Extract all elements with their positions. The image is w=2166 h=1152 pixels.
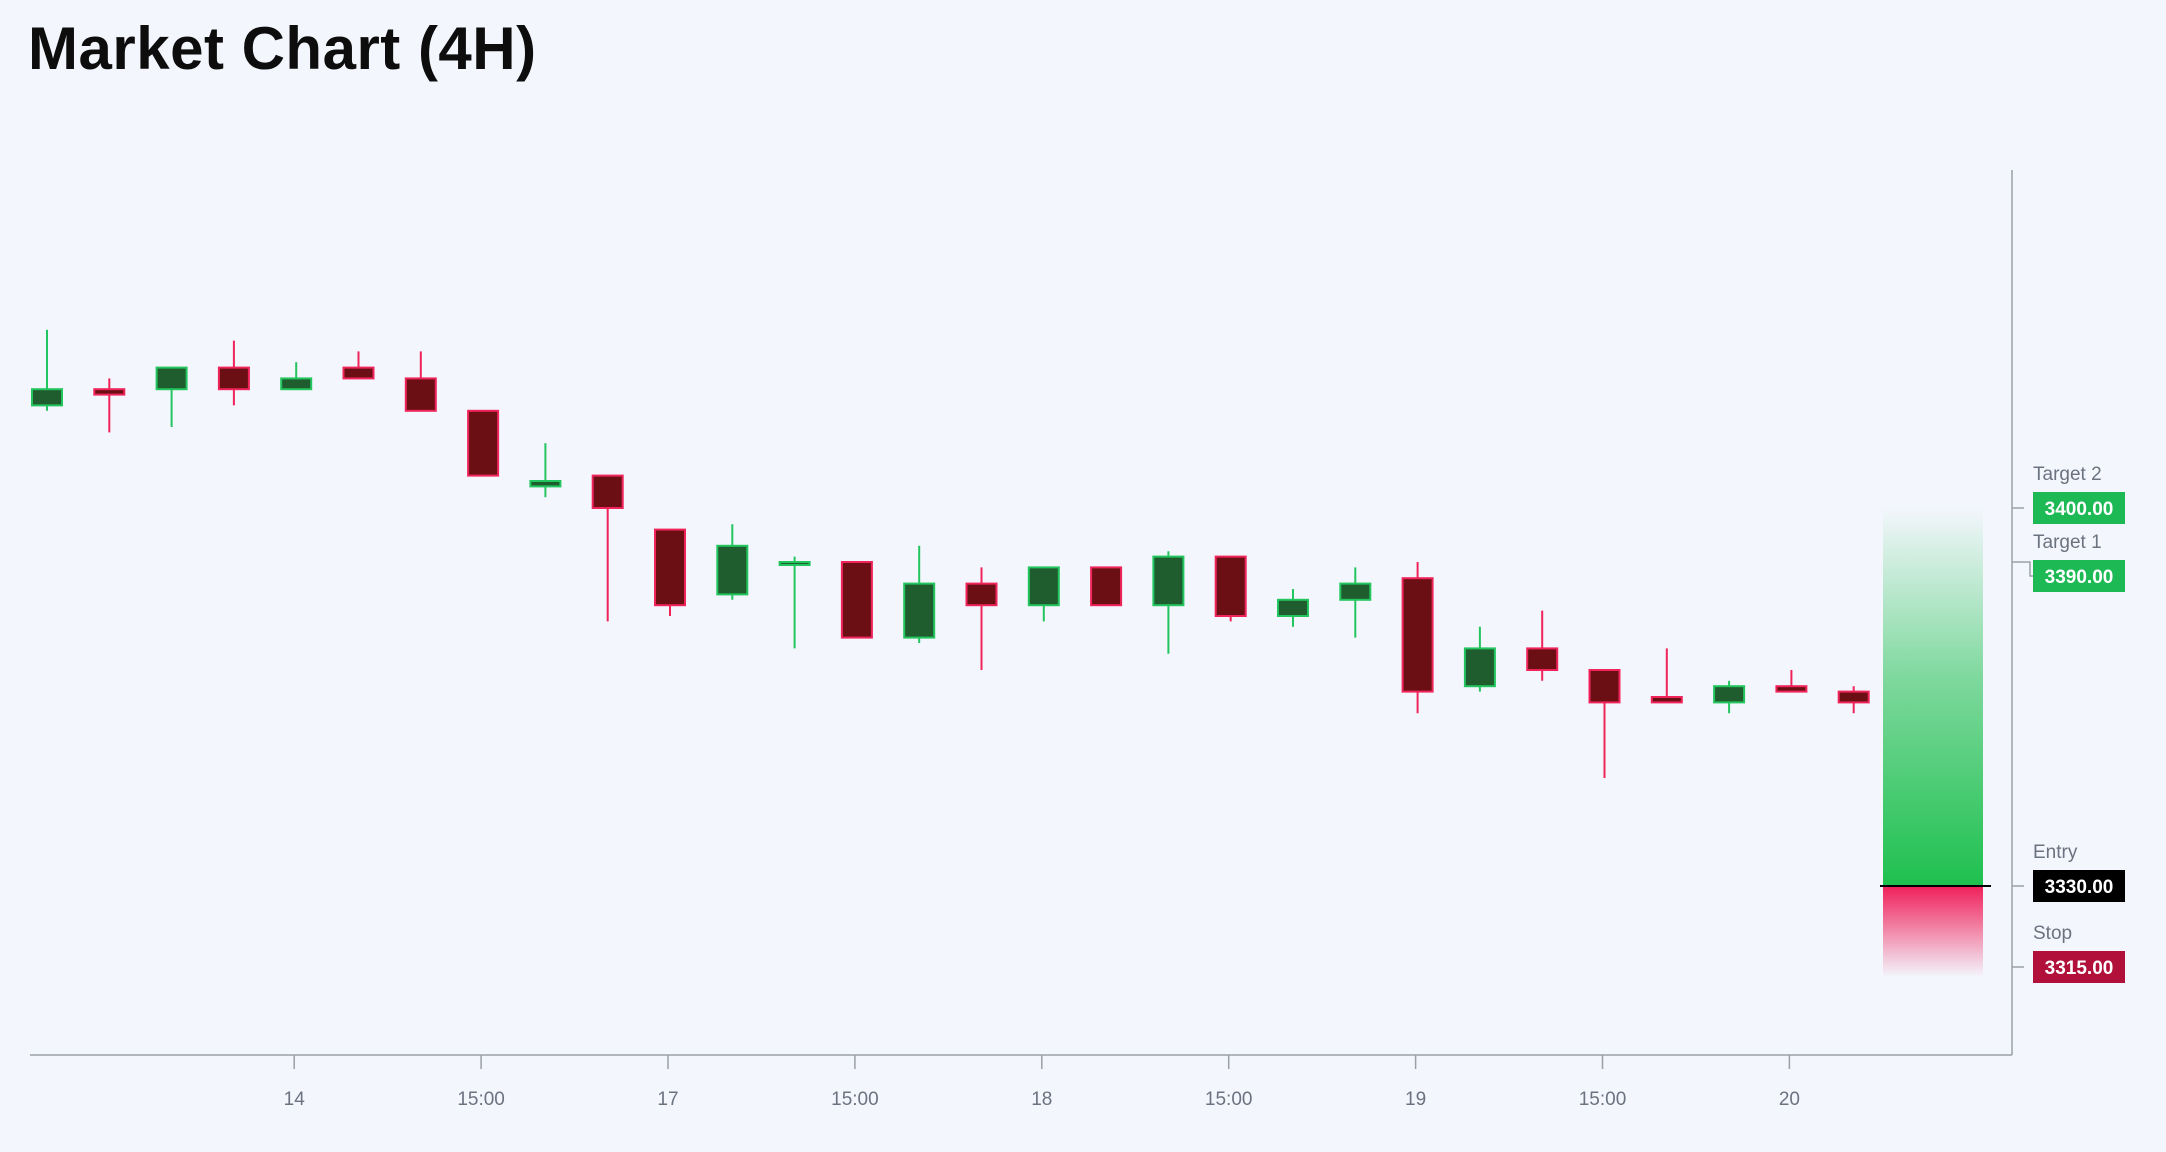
price-level-target-2: Target 2 3400.00: [2012, 464, 2125, 524]
candle: [280, 362, 313, 391]
candle: [654, 528, 686, 616]
level-value: 3390.00: [2045, 567, 2114, 588]
candle: [1526, 610, 1559, 681]
candle-body: [529, 480, 562, 488]
candles: [31, 329, 1870, 778]
level-badge: [2033, 560, 2125, 592]
risk-reward-zones: [1880, 508, 1991, 977]
candle: [1277, 589, 1309, 627]
candle-body: [716, 544, 749, 596]
x-axis-ticks: 14 15:00 17 15:00 18 15:00 19 15:00 20: [284, 1055, 1800, 1110]
candle: [1837, 686, 1870, 714]
candle-body: [591, 474, 624, 510]
candle-body: [1526, 647, 1559, 672]
candle: [591, 474, 624, 622]
candle-body: [280, 377, 313, 391]
price-levels: Target 2 3400.00 Target 1 3390.00 Entry 3330.…: [2012, 464, 2125, 983]
profit-zone: [1883, 508, 1983, 886]
chart-title: Market Chart (4H): [28, 15, 537, 82]
candle-body: [1277, 598, 1309, 617]
x-tick-label: 15:00: [457, 1089, 505, 1110]
candle-body: [1463, 647, 1496, 688]
candle-body: [1588, 669, 1621, 704]
level-caption: Entry: [2033, 842, 2078, 863]
level-badge: [2033, 492, 2125, 524]
candle: [840, 561, 873, 639]
candle: [1339, 567, 1372, 638]
level-value: 3400.00: [2045, 499, 2114, 520]
candle-body: [1401, 577, 1434, 693]
candle: [1401, 562, 1434, 714]
candle: [1775, 670, 1808, 693]
candle-body: [778, 561, 811, 566]
candle-body: [93, 388, 126, 396]
candle: [1463, 626, 1496, 692]
x-tick-label: 15:00: [831, 1089, 879, 1110]
candle: [1214, 555, 1247, 622]
x-tick-label: 15:00: [1205, 1089, 1253, 1110]
candle-body: [1650, 696, 1683, 704]
x-tick-label: 18: [1031, 1089, 1052, 1110]
candle: [155, 366, 188, 427]
loss-zone: [1883, 886, 1983, 977]
x-tick-label: 15:00: [1579, 1089, 1627, 1110]
candle-body: [155, 366, 188, 391]
level-value: 3330.00: [2045, 877, 2114, 898]
candle: [31, 329, 63, 411]
candle: [529, 443, 562, 498]
level-caption: Target 1: [2033, 532, 2102, 553]
candle: [1027, 566, 1060, 622]
candle: [1713, 680, 1746, 714]
candle-body: [1837, 690, 1870, 704]
candle: [778, 556, 811, 649]
candle: [217, 340, 250, 406]
candle-body: [1713, 685, 1746, 704]
candle-body: [1339, 582, 1372, 601]
candle: [1152, 551, 1185, 654]
candle: [965, 567, 998, 670]
candle-body: [31, 388, 63, 407]
candle-body: [965, 582, 998, 607]
candle-body: [404, 377, 437, 412]
candle: [903, 545, 936, 643]
candle-body: [1214, 555, 1247, 617]
level-caption: Target 2: [2033, 464, 2102, 485]
x-tick-label: 14: [284, 1089, 306, 1110]
candle-body: [342, 366, 375, 380]
candle-body: [1027, 566, 1060, 607]
candle-body: [1090, 566, 1123, 607]
level-value: 3315.00: [2045, 958, 2114, 979]
candle-body: [903, 582, 936, 639]
candle: [93, 378, 126, 433]
candle-body: [467, 409, 500, 477]
candle-body: [217, 366, 250, 391]
x-tick-label: 20: [1779, 1089, 1800, 1110]
level-caption: Stop: [2033, 923, 2072, 944]
level-badge: [2033, 870, 2125, 902]
candle-body: [840, 561, 873, 639]
axes: [30, 170, 2013, 1056]
candle: [404, 351, 437, 412]
candle: [342, 351, 375, 380]
candle-body: [654, 528, 686, 607]
candle: [716, 524, 749, 600]
price-level-entry: Entry 3330.00: [2012, 842, 2125, 902]
x-tick-label: 17: [657, 1089, 678, 1110]
candle-body: [1775, 685, 1808, 693]
price-level-stop: Stop 3315.00: [2012, 923, 2125, 983]
price-level-target-1: Target 1 3390.00: [2012, 532, 2125, 592]
candle: [1090, 566, 1123, 607]
candle-body: [1152, 555, 1185, 607]
level-badge: [2033, 951, 2125, 983]
candle: [467, 409, 500, 477]
candle: [1650, 648, 1683, 704]
x-tick-label: 19: [1405, 1089, 1426, 1110]
candle: [1588, 669, 1621, 778]
